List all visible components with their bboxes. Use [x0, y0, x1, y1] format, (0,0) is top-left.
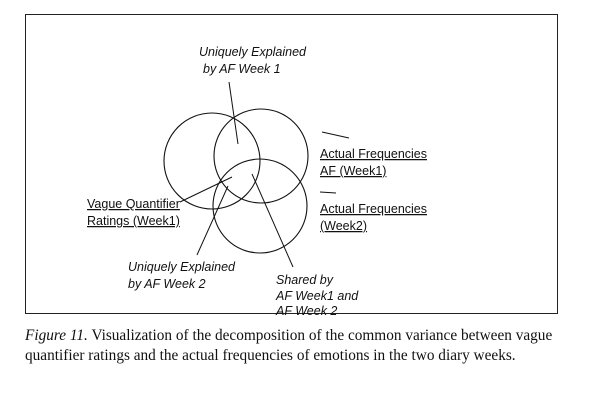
figure-caption: Figure 11. Visualization of the decompos…	[25, 326, 600, 365]
label-af-week1-line2: AF (Week1)	[320, 164, 386, 178]
label-vague-quantifier-line1: Vague Quantifier	[87, 197, 180, 211]
label-af-week1-line1: Actual Frequencies	[320, 147, 427, 161]
pointer-uniquely-af2	[196, 185, 229, 256]
label-shared-line2: AF Week1 and	[275, 289, 359, 303]
circle-vague-quantifier	[163, 112, 261, 210]
label-af-week2-line2: (Week2)	[320, 219, 367, 233]
caption-text: Visualization of the decomposition of th…	[25, 327, 553, 364]
pointer-vague-quantifier	[179, 176, 233, 203]
label-uniquely-af1-line1: Uniquely Explained	[199, 45, 307, 59]
pointer-af-week2	[319, 191, 337, 194]
label-vague-quantifier-line2: Ratings (Week1)	[87, 214, 180, 228]
caption-label: Figure 11.	[25, 327, 88, 344]
figure-frame	[25, 14, 558, 314]
label-shared-line1: Shared by	[276, 273, 334, 287]
label-uniquely-af1-line2: by AF Week 1	[203, 62, 281, 76]
circle-af-week2	[212, 158, 308, 254]
pointer-shared	[251, 173, 294, 268]
label-uniquely-af2-line1: Uniquely Explained	[128, 260, 236, 274]
label-af-week2-line1: Actual Frequencies	[320, 202, 427, 216]
label-uniquely-af2-line2: by AF Week 2	[128, 277, 206, 291]
pointer-af-week1	[321, 131, 350, 139]
label-shared-line3: AF Week 2	[275, 304, 337, 318]
circle-af-week1	[213, 108, 309, 204]
venn-diagram: Uniquely Explained by AF Week 1 Actual F…	[25, 14, 558, 318]
pointer-uniquely-af1	[228, 81, 239, 145]
